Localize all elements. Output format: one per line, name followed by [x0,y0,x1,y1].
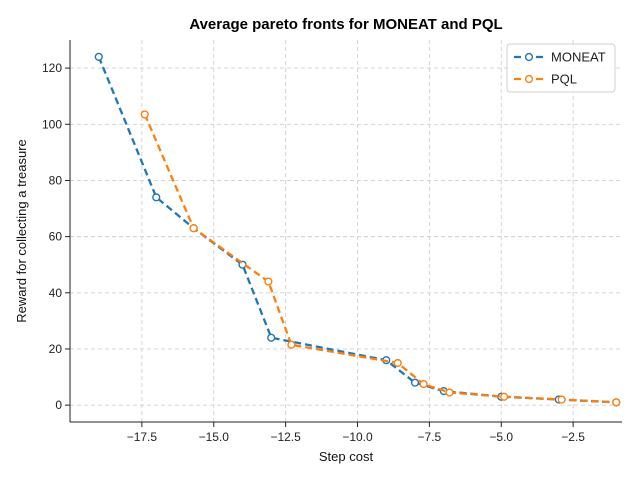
series [94,52,621,407]
data-point-pql [393,358,402,368]
y-tick-label: 100 [42,117,62,131]
x-tick-label: −15.0 [199,430,230,444]
legend-label-pql: PQL [551,72,577,87]
data-point-moneat [152,193,161,202]
legend-box [506,43,616,93]
data-point-pql [445,388,454,397]
y-tick-label: 80 [49,173,63,187]
y-tick-label: 60 [49,230,63,244]
x-tick-label: −5.0 [489,430,513,444]
x-tick-label: −7.5 [418,430,442,444]
data-point-pql [264,277,273,286]
data-point-pql [189,224,198,233]
x-ticks: −17.5 −15.0 −12.5 −10.0 −7.5 −5.0 −2.5 [127,422,585,444]
chart-title: Average pareto fronts for MONEAT and PQL [189,16,502,33]
series-line-pql [143,113,617,404]
legend-marker-moneat [524,52,534,62]
y-axis-label: Reward for collecting a treasure [14,139,29,323]
x-tick-label: −10.0 [342,430,373,444]
x-tick-label: −12.5 [270,430,301,444]
data-point-moneat [94,52,103,61]
x-tick-label: −17.5 [127,430,158,444]
y-tick-label: 40 [49,286,63,300]
data-point-pql [500,392,509,401]
data-point-pql [557,395,566,404]
legend-marker-pql [524,74,534,84]
legend-label-moneat: MONEAT [551,50,606,65]
data-point-moneat [410,378,420,387]
y-tick-label: 0 [55,398,62,412]
grid [70,40,622,422]
data-point-pql [140,110,149,119]
data-point-pql [287,340,296,349]
y-ticks: 0 20 40 60 80 100 120 [42,61,70,412]
y-tick-label: 120 [42,61,62,75]
x-axis-label: Step cost [319,449,374,464]
legend: MONEAT PQL [506,43,616,93]
data-point-pql [612,398,621,407]
y-tick-label: 20 [49,342,63,356]
data-point-moneat [267,333,276,342]
axes [69,40,622,423]
data-point-pql [419,379,428,389]
x-tick-label: −2.5 [561,430,585,444]
